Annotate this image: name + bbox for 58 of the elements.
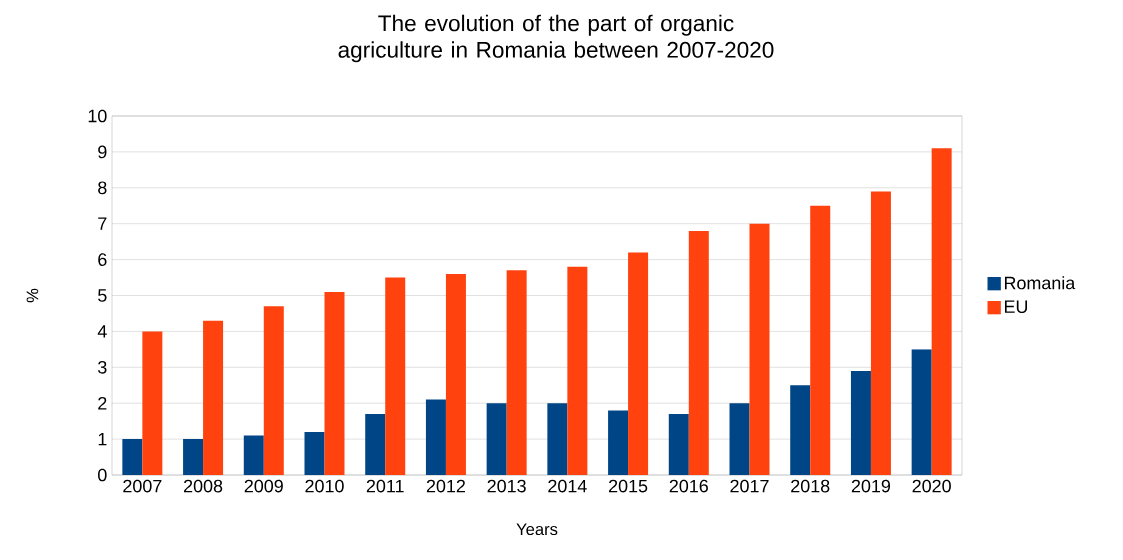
bar — [385, 277, 406, 475]
x-tick-label: 2010 — [305, 479, 344, 493]
bar — [911, 349, 932, 475]
x-axis-title: Years — [516, 523, 558, 536]
bar — [729, 403, 750, 475]
y-tick-label: 4 — [97, 325, 107, 338]
bar — [931, 148, 952, 475]
bar — [183, 439, 204, 475]
bar — [203, 320, 224, 475]
x-tick-label: 2015 — [609, 479, 648, 493]
x-tick-label: 2009 — [244, 479, 283, 493]
chart-title: The evolution of the part of organic agriculture in Romania between 2007-2020 — [338, 14, 774, 63]
bar — [668, 413, 689, 475]
y-tick-label: 2 — [98, 396, 107, 410]
bar — [870, 191, 891, 475]
bar — [486, 403, 507, 475]
bar — [749, 223, 770, 475]
x-tick-label: 2018 — [791, 479, 830, 493]
bar — [547, 403, 568, 475]
x-tick-label: 2011 — [366, 479, 404, 493]
x-tick-label: 2008 — [184, 479, 223, 493]
x-tick-label: 2012 — [426, 479, 465, 493]
bar — [324, 291, 345, 475]
y-tick-label: 9 — [98, 145, 107, 159]
y-tick-label: 6 — [98, 253, 107, 266]
y-tick-label: 0 — [98, 468, 107, 482]
bar — [850, 370, 871, 475]
bar — [445, 273, 466, 475]
bar — [506, 270, 527, 475]
bar — [243, 435, 264, 475]
y-tick-label: 3 — [98, 360, 107, 374]
bar — [263, 306, 284, 475]
x-tick-label: 2016 — [669, 479, 708, 493]
x-tick-label: 2019 — [851, 479, 891, 493]
bar — [122, 439, 143, 475]
bar — [365, 413, 386, 475]
x-tick-label: 2007 — [123, 479, 162, 493]
bar — [142, 331, 163, 475]
bar — [608, 410, 629, 475]
y-tick-label: 5 — [98, 289, 107, 302]
bar — [790, 385, 811, 475]
x-tick-label: 2014 — [548, 479, 587, 493]
bar — [628, 252, 649, 475]
y-tick-label: 10 — [88, 109, 107, 123]
y-tick-label: 1 — [98, 432, 107, 446]
bar — [810, 205, 831, 475]
bar — [567, 266, 588, 475]
bar — [688, 230, 709, 475]
bar — [304, 431, 325, 475]
legend-label: Romania — [1004, 276, 1076, 290]
y-tick-label: 7 — [98, 217, 107, 230]
x-tick-label: 2017 — [730, 479, 769, 493]
y-axis-title: % — [26, 288, 39, 303]
legend-label: EU — [1004, 300, 1028, 313]
x-tick-label: 2020 — [912, 479, 951, 493]
bar — [425, 399, 446, 475]
y-tick-label: 8 — [98, 181, 107, 195]
x-tick-label: 2013 — [487, 479, 526, 493]
